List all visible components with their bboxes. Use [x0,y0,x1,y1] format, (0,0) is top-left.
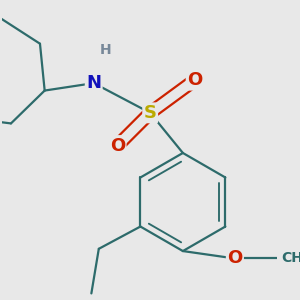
Text: O: O [110,136,125,154]
Text: N: N [86,74,101,92]
Text: O: O [187,71,202,89]
Text: S: S [144,104,157,122]
Text: CH₃: CH₃ [281,251,300,266]
Text: H: H [100,44,111,57]
Text: O: O [227,250,242,268]
